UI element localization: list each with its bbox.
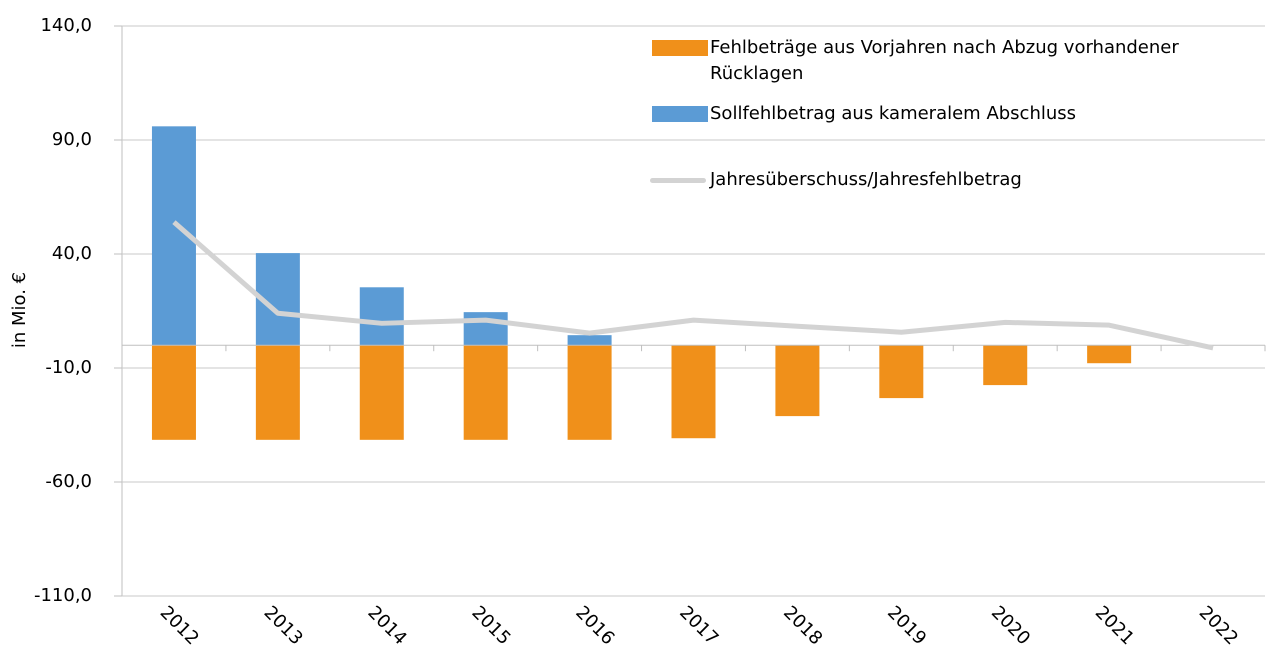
bar xyxy=(463,312,508,346)
y-axis-label: in Mio. € xyxy=(9,272,30,348)
bar xyxy=(255,345,300,440)
x-tick-label: 2018 xyxy=(779,602,826,649)
x-tick-label: 2016 xyxy=(571,602,618,649)
x-tick-label: 2019 xyxy=(883,602,930,649)
x-tick-label: 2021 xyxy=(1091,602,1138,649)
line xyxy=(172,220,1214,351)
legend-label: Sollfehlbetrag aus kameralem Abschluss xyxy=(710,103,1077,124)
bar xyxy=(567,335,612,346)
bar xyxy=(1087,345,1132,364)
legend-swatch xyxy=(652,40,708,56)
y-tick-label: 90,0 xyxy=(52,129,92,150)
bar xyxy=(463,345,508,440)
legend-label: Fehlbeträge aus Vorjahren nach Abzug vor… xyxy=(710,37,1179,84)
bar xyxy=(359,287,404,346)
x-tick-label: 2014 xyxy=(364,602,411,649)
legend-swatch xyxy=(652,106,708,122)
bar xyxy=(983,345,1028,386)
bar xyxy=(775,345,820,417)
bar xyxy=(151,345,196,440)
x-tick-label: 2022 xyxy=(1195,602,1242,649)
bar xyxy=(671,345,716,439)
y-tick-label: 140,0 xyxy=(40,15,92,36)
y-tick-label: -110,0 xyxy=(34,585,92,606)
x-tick-label: 2012 xyxy=(156,602,203,649)
bar xyxy=(879,345,924,399)
legend-swatch xyxy=(650,178,706,183)
y-tick-label: -10,0 xyxy=(45,357,92,378)
bar xyxy=(359,345,404,440)
bar xyxy=(567,345,612,440)
legend-label: Jahresüberschuss/Jahresfehlbetrag xyxy=(710,169,1022,190)
x-tick-label: 2015 xyxy=(467,602,514,649)
x-tick-label: 2020 xyxy=(987,602,1034,649)
y-tick-label: 40,0 xyxy=(52,243,92,264)
x-tick-label: 2017 xyxy=(675,602,722,649)
y-tick-label: -60,0 xyxy=(45,471,92,492)
x-tick-label: 2013 xyxy=(260,602,307,649)
